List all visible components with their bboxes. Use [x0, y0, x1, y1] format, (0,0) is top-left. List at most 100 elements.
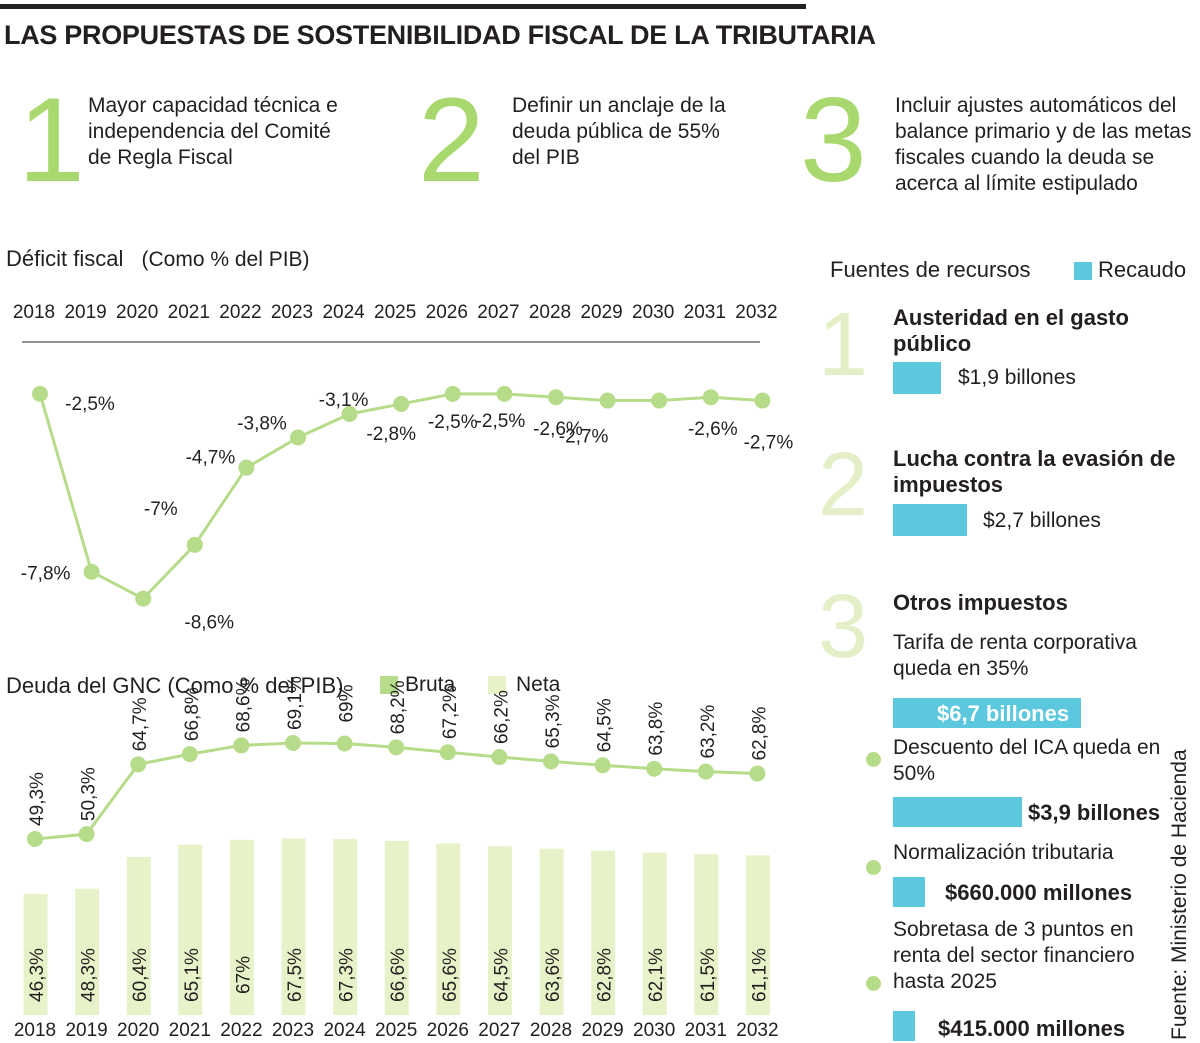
neta-label: 64,5%: [491, 948, 512, 1002]
neta-label: 46,3%: [27, 948, 48, 1002]
debt-chart: 46,3% 48,3% 60,4% 65,1% 67% 67,5% 67,3% 66,6% 65…: [14, 676, 779, 1041]
sub-4-text: Sobretasa de 3 puntos en renta del secto…: [893, 918, 1135, 993]
neta-label: 62,8%: [595, 948, 616, 1002]
sub-3-amount: $660.000 millones: [945, 880, 1133, 905]
deficit-subtitle: (Como % del PIB): [141, 248, 310, 271]
source-1-amount: $1,9 billones: [958, 366, 1076, 389]
neta-bar: [539, 848, 564, 1015]
bruta-label: 63,8%: [646, 702, 667, 756]
bruta-label: 49,3%: [27, 772, 48, 826]
neta-label: 65,1%: [182, 948, 203, 1002]
bruta-label: 67,2%: [440, 685, 461, 739]
deficit-year-label: 2031: [684, 302, 726, 323]
deficit-data-label: -7%: [144, 499, 178, 520]
neta-bar: [591, 850, 616, 1015]
sub-1-bar: [893, 698, 1081, 728]
sources-heading: Fuentes de recursos: [830, 257, 1031, 282]
charts-svg: 2018 2019 2020 2021 2022 2023 2024 2025 2026 2027…: [13, 302, 793, 1041]
neta-bar: [487, 846, 512, 1015]
debt-year-label: 2018: [14, 1020, 56, 1041]
neta-bar: [745, 855, 770, 1015]
debt-year-label: 2023: [272, 1020, 314, 1041]
deficit-year-label: 2032: [735, 302, 777, 323]
page-title: LAS PROPUESTAS DE SOSTENIBILIDAD FISCAL …: [4, 20, 876, 50]
deficit-point: [238, 459, 255, 476]
proposal-3-text: Incluir ajustes automáticos del balance …: [895, 94, 1192, 195]
bruta-label: 69,1%: [285, 676, 306, 730]
deficit-year-label: 2018: [13, 302, 55, 323]
bruta-label: 66,2%: [491, 690, 512, 744]
neta-bar: [333, 839, 358, 1015]
bruta-point: [181, 746, 198, 763]
bruta-point: [439, 744, 456, 761]
debt-title: Deuda del GNC (Como % del PIB): [6, 673, 344, 698]
legend-bruta-label: Bruta: [405, 673, 456, 696]
deficit-point: [444, 385, 461, 402]
neta-label: 62,1%: [646, 948, 667, 1002]
debt-year-label: 2030: [633, 1020, 675, 1041]
deficit-point: [702, 389, 719, 406]
deficit-data-label: -2,7%: [744, 433, 794, 454]
debt-year-label: 2022: [220, 1020, 262, 1041]
deficit-data-label: -2,5%: [476, 411, 526, 432]
deficit-data-label: -7,8%: [21, 564, 71, 585]
bruta-point: [78, 826, 95, 843]
deficit-data-label: -2,6%: [533, 419, 583, 440]
deficit-chart: 2018 2019 2020 2021 2022 2023 2024 2025 2026 2027…: [13, 302, 793, 634]
deficit-year-label: 2030: [632, 302, 674, 323]
debt-year-label: 2029: [581, 1020, 623, 1041]
debt-year-label: 2027: [478, 1020, 520, 1041]
bruta-point: [388, 739, 405, 756]
deficit-point: [83, 563, 100, 580]
debt-year-label: 2019: [65, 1020, 107, 1041]
deficit-point: [496, 385, 513, 402]
neta-label: 48,3%: [79, 948, 100, 1002]
deficit-data-label: -2,5%: [65, 394, 115, 415]
bruta-point: [27, 831, 43, 847]
source-2-number: 2: [818, 435, 869, 535]
bruta-point: [697, 763, 714, 780]
deficit-year-label: 2023: [271, 302, 313, 323]
bruta-label: 68,2%: [388, 680, 409, 734]
bruta-label: 64,5%: [595, 698, 616, 752]
debt-year-label: 2021: [169, 1020, 211, 1041]
proposal-2-text: Definir un anclaje de la deuda pública d…: [512, 94, 726, 169]
sub-1-amount: $6,7 billones: [937, 701, 1070, 726]
debt-year-label: 2028: [530, 1020, 572, 1041]
debt-year-label: 2020: [117, 1020, 159, 1041]
neta-label: 67,5%: [285, 948, 306, 1002]
proposal-3-number: 3: [800, 73, 867, 207]
bruta-label: 68,6%: [233, 678, 254, 732]
neta-label: 67,3%: [337, 948, 358, 1002]
deficit-year-label: 2025: [374, 302, 416, 323]
sub-2-text: Descuento del ICA queda en 50%: [893, 736, 1161, 785]
sub-2-bar: [893, 797, 1022, 827]
neta-bar: [384, 840, 409, 1015]
sub-4-bar: [893, 1011, 915, 1041]
bruta-label: 63,2%: [698, 705, 719, 759]
bruta-point: [336, 735, 353, 752]
deficit-point: [599, 392, 616, 409]
debt-year-label: 2032: [736, 1020, 778, 1041]
legend-bruta-swatch: [380, 676, 398, 694]
neta-label: 66,6%: [388, 948, 409, 1002]
deficit-year-label: 2027: [477, 302, 519, 323]
bruta-label: 62,8%: [749, 707, 770, 761]
neta-label: 65,6%: [440, 948, 461, 1002]
neta-bar: [436, 843, 461, 1015]
debt-year-label: 2026: [427, 1020, 469, 1041]
source-credit: Fuente: Ministerio de Hacienda: [1168, 749, 1191, 1040]
neta-bar: [126, 857, 151, 1015]
bruta-point: [491, 749, 508, 766]
sub-3-dot: [866, 860, 881, 875]
bruta-point: [543, 753, 559, 770]
deficit-point: [186, 536, 203, 553]
neta-label: 61,5%: [698, 948, 719, 1002]
deficit-point: [651, 392, 668, 409]
neta-bar: [75, 888, 100, 1015]
bruta-label: 50,3%: [79, 767, 100, 821]
deficit-data-label: -4,7%: [186, 448, 236, 469]
proposal-1-text: Mayor capacidad técnica e independencia …: [88, 94, 338, 169]
bruta-point: [594, 757, 611, 774]
bruta-point: [130, 756, 147, 773]
